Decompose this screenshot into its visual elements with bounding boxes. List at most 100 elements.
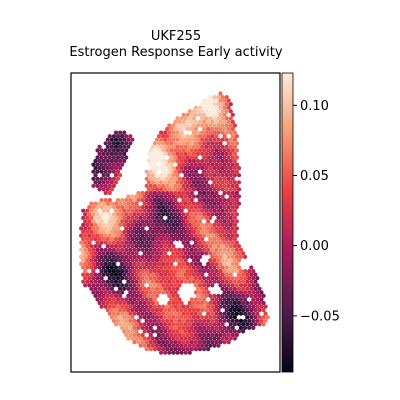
spot <box>218 169 223 174</box>
spot <box>236 201 242 206</box>
spot <box>122 137 127 142</box>
spot <box>226 162 231 167</box>
spot <box>85 222 90 227</box>
spot <box>171 158 176 164</box>
spot <box>224 102 229 107</box>
spot <box>79 247 84 252</box>
spot <box>218 240 223 245</box>
spot <box>257 322 262 327</box>
spot <box>210 297 215 302</box>
spot <box>152 240 157 245</box>
spot <box>152 205 157 210</box>
spot <box>197 240 203 245</box>
spot <box>146 215 151 220</box>
spot <box>109 272 114 277</box>
spot <box>91 226 96 231</box>
spot <box>189 212 194 217</box>
spot <box>175 279 180 284</box>
spot <box>204 102 209 107</box>
spot <box>222 212 227 217</box>
spot <box>148 311 153 316</box>
spot <box>226 247 231 252</box>
spot <box>212 123 217 128</box>
spot <box>204 229 209 235</box>
spot <box>226 155 231 160</box>
spot <box>193 269 198 274</box>
spot <box>171 336 176 341</box>
spot <box>177 190 182 196</box>
spot <box>159 166 164 171</box>
spot <box>216 95 221 100</box>
colorbar-ticks: −0.050.000.050.10 <box>293 99 340 324</box>
spot <box>224 315 229 320</box>
spot <box>115 240 121 245</box>
spot <box>228 137 233 142</box>
spot <box>132 269 137 274</box>
spot <box>212 130 217 135</box>
spot <box>243 325 248 330</box>
spot <box>115 134 121 139</box>
spot <box>206 155 211 160</box>
spot <box>156 134 162 139</box>
spot <box>83 219 88 224</box>
spot <box>89 208 94 213</box>
spot <box>234 148 239 153</box>
spot <box>251 318 256 323</box>
spot <box>175 144 180 149</box>
spot <box>214 98 219 103</box>
spot <box>111 141 116 146</box>
spot <box>87 233 92 238</box>
spot <box>220 265 225 270</box>
spot <box>144 169 149 174</box>
spot <box>146 279 151 284</box>
spot <box>148 332 153 338</box>
spot <box>185 126 190 132</box>
spot <box>175 272 180 277</box>
spot <box>115 198 121 203</box>
spot <box>165 269 170 274</box>
spot <box>122 130 127 135</box>
spot <box>185 212 190 217</box>
spot <box>165 162 170 167</box>
spot <box>230 276 235 281</box>
spot <box>105 300 110 306</box>
spot <box>179 215 184 220</box>
spot <box>97 180 102 185</box>
spot <box>87 205 92 210</box>
spot <box>189 261 194 267</box>
spot <box>220 293 225 298</box>
spot <box>159 222 164 227</box>
spot <box>193 162 198 167</box>
spot <box>152 247 157 252</box>
spot <box>161 169 166 174</box>
spot <box>222 205 227 210</box>
spot <box>156 290 162 295</box>
spot <box>181 226 186 231</box>
spot <box>230 226 235 231</box>
spot <box>243 269 248 274</box>
spot <box>195 208 201 213</box>
spot <box>175 137 180 142</box>
spot <box>208 237 213 242</box>
spot <box>163 343 168 348</box>
spot <box>202 105 207 110</box>
spot <box>220 251 225 256</box>
spot <box>191 308 196 313</box>
spot <box>204 300 209 306</box>
spot <box>140 205 145 210</box>
spot <box>222 290 227 295</box>
spot <box>189 311 194 316</box>
spot <box>171 265 176 270</box>
spot <box>238 247 244 252</box>
spot <box>103 219 108 224</box>
spot <box>228 229 233 235</box>
spot <box>128 276 133 281</box>
spot <box>99 205 104 210</box>
spot <box>212 237 217 242</box>
spot <box>103 169 108 174</box>
spot <box>193 112 198 117</box>
spot <box>99 169 104 174</box>
spot <box>226 126 231 132</box>
spot <box>210 141 215 146</box>
spot <box>226 205 231 210</box>
